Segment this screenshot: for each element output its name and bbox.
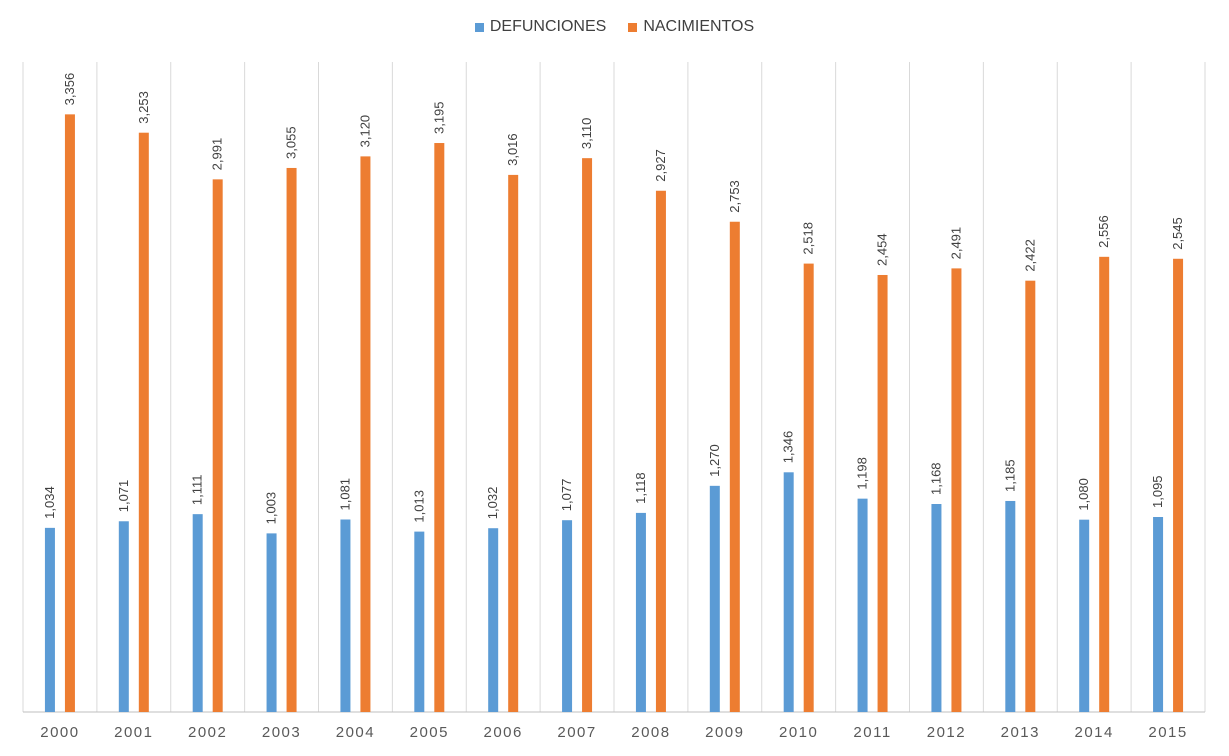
bar-nacimientos-2005 <box>434 143 445 712</box>
bar-nacimientos-2012 <box>951 268 962 712</box>
bar-defunciones-2006 <box>488 528 499 712</box>
data-label-nacimientos-2005: 3,195 <box>431 101 446 134</box>
x-tick-label: 2008 <box>631 724 670 741</box>
bar-nacimientos-2013 <box>1025 280 1036 712</box>
data-label-defunciones-2000: 1,034 <box>42 486 57 519</box>
x-tick-label: 2004 <box>336 724 375 741</box>
bar-defunciones-2000 <box>44 527 55 712</box>
bar-nacimientos-2007 <box>582 158 593 713</box>
bar-defunciones-2015 <box>1153 517 1164 712</box>
x-tick-label: 2013 <box>1001 724 1040 741</box>
bar-nacimientos-2014 <box>1099 256 1110 712</box>
legend-label-defunciones: DEFUNCIONES <box>489 18 607 35</box>
data-label-defunciones-2010: 1,346 <box>781 431 796 464</box>
x-tick-label: 2001 <box>114 724 153 741</box>
bar-nacimientos-2000 <box>64 114 75 713</box>
data-label-defunciones-2007: 1,077 <box>559 479 574 512</box>
bar-defunciones-2009 <box>709 485 720 712</box>
x-tick-label: 2012 <box>927 724 966 741</box>
legend-item-defunciones: DEFUNCIONES <box>474 18 607 36</box>
data-label-defunciones-2001: 1,071 <box>116 480 131 513</box>
bar-nacimientos-2003 <box>286 167 297 712</box>
bar-defunciones-2010 <box>783 472 794 712</box>
data-label-defunciones-2014: 1,080 <box>1076 478 1091 511</box>
data-label-nacimientos-2012: 2,491 <box>948 227 963 260</box>
data-label-nacimientos-2013: 2,422 <box>1022 239 1037 272</box>
bar-nacimientos-2015 <box>1173 258 1184 712</box>
data-label-nacimientos-2015: 2,545 <box>1170 217 1185 250</box>
bar-defunciones-2011 <box>857 498 868 712</box>
data-label-nacimientos-2006: 3,016 <box>505 133 520 166</box>
data-label-nacimientos-2007: 3,110 <box>579 118 594 150</box>
bar-nacimientos-2009 <box>729 221 740 712</box>
bar-nacimientos-2010 <box>803 263 814 712</box>
bar-nacimientos-2004 <box>360 156 371 713</box>
data-label-defunciones-2015: 1,095 <box>1150 475 1165 508</box>
data-label-nacimientos-2000: 3,356 <box>62 73 77 106</box>
data-label-defunciones-2005: 1,013 <box>411 490 426 523</box>
bar-defunciones-2013 <box>1005 500 1016 712</box>
x-tick-label: 2000 <box>40 724 79 741</box>
bar-defunciones-2008 <box>635 512 646 712</box>
x-tick-label: 2010 <box>779 724 818 741</box>
data-label-defunciones-2011: 1,198 <box>855 457 870 490</box>
bar-nacimientos-2002 <box>212 179 223 712</box>
legend-swatch-defunciones <box>474 22 484 32</box>
bar-defunciones-2014 <box>1079 519 1090 712</box>
x-tick-label: 2014 <box>1075 724 1114 741</box>
data-label-nacimientos-2004: 3,120 <box>357 115 372 148</box>
data-label-nacimientos-2003: 3,055 <box>284 126 299 159</box>
data-label-nacimientos-2008: 2,927 <box>653 149 668 182</box>
data-label-nacimientos-2002: 2,991 <box>210 138 225 171</box>
legend: DEFUNCIONES NACIMIENTOS <box>0 18 1229 36</box>
bar-nacimientos-2001 <box>138 132 149 713</box>
data-label-defunciones-2009: 1,270 <box>707 444 722 477</box>
x-tick-label: 2011 <box>853 724 891 741</box>
x-tick-label: 2006 <box>484 724 523 741</box>
bar-nacimientos-2011 <box>877 274 888 712</box>
legend-swatch-nacimientos <box>628 22 638 32</box>
x-tick-label: 2002 <box>188 724 227 741</box>
bar-defunciones-2007 <box>562 520 573 712</box>
data-label-nacimientos-2011: 2,454 <box>875 233 890 266</box>
x-tick-label: 2015 <box>1148 724 1187 741</box>
data-label-defunciones-2008: 1,118 <box>633 472 648 504</box>
bar-nacimientos-2008 <box>655 190 666 712</box>
legend-label-nacimientos: NACIMIENTOS <box>643 18 755 35</box>
bar-defunciones-2002 <box>192 514 203 712</box>
x-tick-label: 2005 <box>410 724 449 741</box>
data-label-defunciones-2006: 1,032 <box>485 487 500 520</box>
data-label-defunciones-2004: 1,081 <box>337 478 352 511</box>
bar-defunciones-2012 <box>931 504 942 712</box>
data-label-defunciones-2013: 1,185 <box>1002 459 1017 492</box>
data-label-nacimientos-2001: 3,253 <box>136 91 151 124</box>
bar-defunciones-2005 <box>414 531 425 712</box>
data-label-defunciones-2012: 1,168 <box>928 462 943 495</box>
data-label-defunciones-2002: 1,111 <box>190 475 205 506</box>
bar-defunciones-2004 <box>340 519 351 712</box>
x-tick-label: 2003 <box>262 724 301 741</box>
bar-defunciones-2003 <box>266 533 277 712</box>
legend-item-nacimientos: NACIMIENTOS <box>628 18 754 36</box>
x-tick-label: 2009 <box>705 724 744 741</box>
data-label-defunciones-2003: 1,003 <box>264 492 279 525</box>
data-label-nacimientos-2010: 2,518 <box>801 222 816 255</box>
x-tick-label: 2007 <box>557 724 596 741</box>
data-label-nacimientos-2014: 2,556 <box>1096 215 1111 248</box>
data-label-nacimientos-2009: 2,753 <box>727 180 742 213</box>
bar-defunciones-2001 <box>118 521 129 712</box>
bar-nacimientos-2006 <box>508 174 519 712</box>
